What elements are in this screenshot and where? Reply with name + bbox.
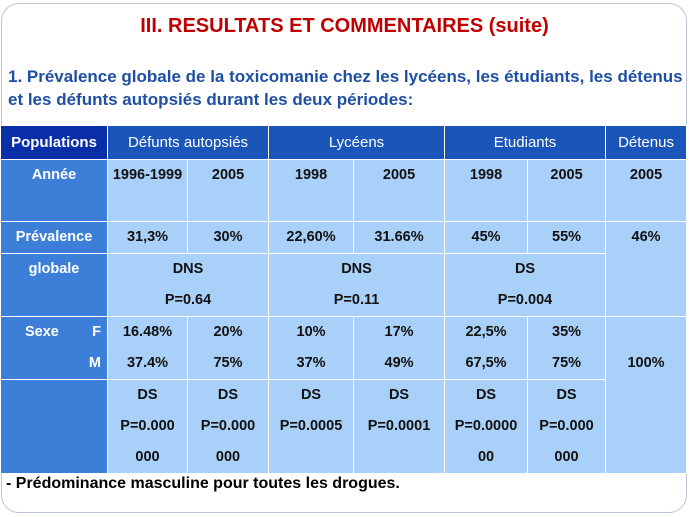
sexe-cell: 16.48% 37.4% bbox=[107, 316, 188, 380]
test-result: DS bbox=[514, 261, 536, 277]
results-table: Populations Défunts autopsiés Lycéens Et… bbox=[0, 125, 688, 474]
sexe-f-label: F bbox=[92, 324, 101, 340]
sexe-test-cell: DS P=0.0001 bbox=[353, 379, 446, 474]
test-result: DNS bbox=[341, 261, 372, 277]
annee-cell: 1998 bbox=[444, 159, 529, 222]
prevalence-cell-detenus: 46% bbox=[605, 221, 688, 317]
sexe-f-value: 22,5% bbox=[465, 324, 507, 340]
sexe-cell: 35% 75% bbox=[527, 316, 607, 380]
sexe-m-value: 75% bbox=[552, 355, 582, 371]
sexe-test-row: DS P=0.000 000 DS P=0.000 000 DS P=0.000… bbox=[0, 379, 687, 474]
annee-cell: 1996-1999 bbox=[107, 159, 188, 222]
annee-cell: 1998 bbox=[268, 159, 355, 222]
prevalence-cell: 45% bbox=[444, 221, 529, 254]
section-subtitle: 1. Prévalence globale de la toxicomanie … bbox=[8, 67, 683, 109]
annee-label: Année bbox=[0, 159, 108, 222]
prevalence-test-defunts: DNS P=0.64 bbox=[106, 253, 270, 317]
test-result: DS bbox=[475, 387, 497, 403]
prevalence-cell: 31,3% bbox=[107, 221, 188, 254]
sexe-label: Sexe bbox=[25, 324, 59, 340]
prevalence-label-line1: Prévalence bbox=[0, 221, 108, 254]
test-result: DS bbox=[388, 387, 410, 403]
sexe-test-label bbox=[0, 379, 108, 474]
prevalence-test-lyceens: DNS P=0.11 bbox=[268, 253, 446, 317]
sexe-m-value: 67,5% bbox=[465, 355, 507, 371]
test-result: DS bbox=[137, 387, 158, 403]
sexe-test-cell: DS P=0.0005 bbox=[268, 379, 355, 474]
annee-cell: 2005 bbox=[186, 159, 270, 222]
conclusion-note: - Prédominance masculine pour toutes les… bbox=[6, 475, 400, 492]
sexe-test-cell: DS P=0.0000 00 bbox=[444, 379, 529, 474]
test-result: DS bbox=[217, 387, 239, 403]
sexe-label-cell: Sexe F M bbox=[0, 316, 108, 380]
page-title: III. RESULTATS ET COMMENTAIRES (suite) bbox=[140, 15, 549, 37]
header-detenus: Détenus bbox=[605, 125, 688, 160]
test-result: DS bbox=[556, 387, 577, 403]
header-defunts: Défunts autopsiés bbox=[106, 125, 270, 160]
test-p-value: P=0.000 000 bbox=[539, 418, 594, 465]
prevalence-row: Prévalence 31,3% 30% 22,60% 31.66% 45% 5… bbox=[0, 221, 688, 317]
sexe-cell: 17% 49% bbox=[353, 316, 446, 380]
test-p-value: P=0.0005 bbox=[279, 418, 343, 434]
annee-cell: 2005 bbox=[605, 159, 688, 222]
sexe-test-cell: DS P=0.000 000 bbox=[186, 379, 270, 474]
sexe-m-value: 75% bbox=[213, 355, 243, 371]
test-result: DNS bbox=[172, 261, 204, 277]
sexe-m-label: M bbox=[88, 355, 101, 371]
header-lyceens: Lycéens bbox=[268, 125, 446, 160]
test-p-value: P=0.000 000 bbox=[120, 418, 175, 465]
sexe-f-label-group: Sexe F bbox=[1, 317, 107, 348]
table-header-row: Populations Défunts autopsiés Lycéens Et… bbox=[0, 125, 688, 160]
sexe-test-cell: DS P=0.000 000 bbox=[527, 379, 607, 474]
sexe-detenus-cell: 100% bbox=[605, 316, 688, 474]
test-p-value: P=0.0001 bbox=[367, 418, 431, 434]
annee-cell: 2005 bbox=[527, 159, 607, 222]
sexe-cell: 10% 37% bbox=[268, 316, 355, 380]
results-table-wrapper: Populations Défunts autopsiés Lycéens Et… bbox=[0, 125, 689, 474]
prevalence-test-row: globale DNS P=0.64 DNS P=0.11 DS P=0.004 bbox=[0, 253, 687, 317]
sexe-test-cell: DS P=0.000 000 bbox=[107, 379, 188, 474]
prevalence-test-etudiants: DS P=0.004 bbox=[444, 253, 607, 317]
test-p-value: P=0.000 000 bbox=[200, 418, 256, 465]
sexe-f-value: 17% bbox=[384, 324, 414, 340]
test-p-value: P=0.004 bbox=[497, 292, 553, 308]
sexe-f-value: 16.48% bbox=[122, 324, 173, 340]
test-p-value: P=0.64 bbox=[164, 292, 212, 308]
sexe-row: Sexe F M 16.48% 37.4% 20% 75% 10% 37% 17… bbox=[0, 316, 688, 474]
prevalence-cell: 55% bbox=[527, 221, 607, 254]
annee-row: Année 1996-1999 2005 1998 2005 1998 2005… bbox=[0, 159, 688, 222]
sexe-m-value: 37% bbox=[296, 355, 326, 371]
header-etudiants: Etudiants bbox=[444, 125, 607, 160]
sexe-cell: 20% 75% bbox=[186, 316, 270, 380]
sexe-detenus-value: 100% bbox=[627, 355, 665, 371]
annee-cell: 2005 bbox=[353, 159, 446, 222]
sexe-f-value: 10% bbox=[296, 324, 326, 340]
prevalence-cell: 30% bbox=[186, 221, 270, 254]
sexe-m-value: 37.4% bbox=[126, 355, 169, 371]
test-p-value: P=0.11 bbox=[333, 292, 380, 308]
sexe-cell: 22,5% 67,5% bbox=[444, 316, 529, 380]
header-populations: Populations bbox=[0, 125, 108, 160]
sexe-f-value: 35% bbox=[552, 324, 582, 340]
sexe-f-value: 20% bbox=[213, 324, 243, 340]
test-result: DS bbox=[300, 387, 322, 403]
sexe-m-value: 49% bbox=[384, 355, 414, 371]
prevalence-cell: 31.66% bbox=[353, 221, 446, 254]
prevalence-cell: 22,60% bbox=[268, 221, 355, 254]
test-p-value: P=0.0000 00 bbox=[454, 418, 518, 465]
prevalence-label-line2: globale bbox=[0, 253, 108, 317]
